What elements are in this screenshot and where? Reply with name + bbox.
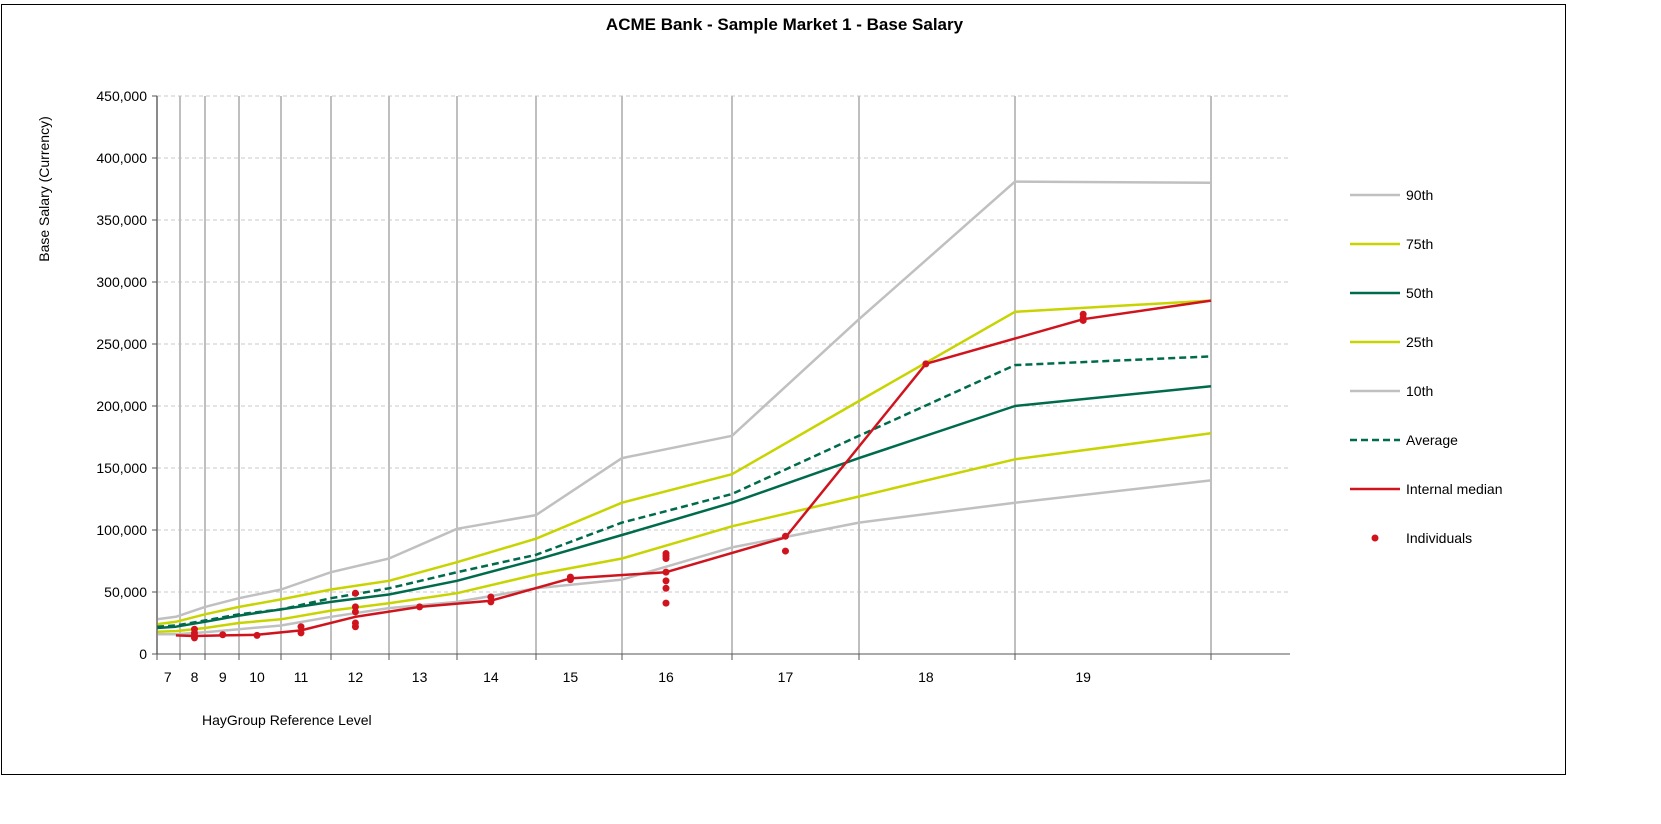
x-tick-label: 18	[918, 669, 934, 685]
y-axis-title: Base Salary (Currency)	[36, 116, 52, 262]
y-tick-label: 0	[139, 646, 147, 662]
chart-frame: ACME Bank - Sample Market 1 - Base Salar…	[1, 4, 1566, 775]
individual-point	[781, 532, 789, 540]
y-tick-label: 200,000	[96, 398, 147, 414]
individual-point	[781, 547, 789, 555]
x-tick-label: 14	[483, 669, 499, 685]
legend-item: 90th	[1350, 187, 1433, 203]
individual-point	[219, 631, 227, 639]
legend-label: 90th	[1406, 187, 1433, 203]
series-line-25th	[156, 432, 1212, 633]
x-tick-label: 16	[658, 669, 674, 685]
individual-point	[662, 577, 670, 585]
legend-item: Average	[1350, 432, 1458, 448]
x-tick-label: 11	[294, 669, 309, 685]
x-tick-label: 9	[219, 669, 227, 685]
individual-point	[487, 593, 495, 601]
legend-label: Individuals	[1406, 530, 1472, 546]
grid-layer	[156, 95, 1290, 654]
individual-point	[190, 625, 198, 633]
legend-label: 10th	[1406, 383, 1433, 399]
legend: 90th 75th 50th 25th 10th Average Internal medi…	[1350, 187, 1503, 546]
legend-item: Internal median	[1350, 481, 1503, 497]
chart-title: ACME Bank - Sample Market 1 - Base Salar…	[605, 15, 964, 34]
points-layer	[190, 310, 1087, 642]
y-tick-label: 400,000	[96, 150, 147, 166]
x-tick-label: 12	[348, 669, 364, 685]
individual-point	[351, 619, 359, 627]
individual-point	[566, 573, 574, 581]
individual-point	[922, 360, 930, 368]
individual-point	[662, 550, 670, 558]
y-tick-label: 50,000	[104, 584, 147, 600]
y-tick-label: 450,000	[96, 88, 147, 104]
individual-point	[416, 603, 424, 611]
individual-point	[1079, 310, 1087, 318]
individual-point	[662, 568, 670, 576]
y-tick-label: 250,000	[96, 336, 147, 352]
individual-point	[351, 608, 359, 616]
legend-label: 75th	[1406, 236, 1433, 252]
legend-label: Average	[1406, 432, 1458, 448]
y-tick-label: 300,000	[96, 274, 147, 290]
series-line-50th	[156, 384, 1212, 630]
series-line-internal-median	[175, 299, 1212, 638]
x-tick-label: 19	[1075, 669, 1091, 685]
legend-label: 25th	[1406, 334, 1433, 350]
chart-svg: 0 50,000 100,000 150,000 200,000 250,000 300,0…	[36, 88, 1503, 728]
series-line-average	[156, 355, 1212, 628]
y-tick-label: 350,000	[96, 212, 147, 228]
legend-item: 75th	[1350, 236, 1433, 252]
individual-point	[351, 589, 359, 597]
series-layer	[156, 180, 1212, 638]
x-tick-label: 17	[778, 669, 794, 685]
series-line-10th	[157, 479, 1212, 636]
series-line-90th	[156, 180, 1212, 621]
x-tick-label: 15	[563, 669, 579, 685]
individual-point	[253, 631, 261, 639]
legend-item: 50th	[1350, 285, 1433, 301]
legend-label: Internal median	[1406, 481, 1503, 497]
x-tick-label: 7	[164, 669, 172, 685]
series-line-75th	[156, 299, 1212, 626]
individual-point	[351, 603, 359, 611]
x-axis-title: HayGroup Reference Level	[202, 712, 372, 728]
x-tick-label: 8	[191, 669, 199, 685]
legend-swatch	[1371, 534, 1379, 542]
individual-point	[662, 599, 670, 607]
individual-point	[662, 584, 670, 592]
legend-item: 10th	[1350, 383, 1433, 399]
x-tick-label: 13	[412, 669, 428, 685]
y-tick-label: 150,000	[96, 460, 147, 476]
axis-layer: 0 50,000 100,000 150,000 200,000 250,000 300,0…	[96, 88, 1290, 685]
legend-label: 50th	[1406, 285, 1433, 301]
legend-item: Individuals	[1371, 530, 1472, 546]
individual-point	[297, 629, 305, 637]
y-tick-label: 100,000	[96, 522, 147, 538]
legend-item: 25th	[1350, 334, 1433, 350]
x-tick-label: 10	[249, 669, 265, 685]
individual-point	[487, 598, 495, 606]
individual-point	[297, 623, 305, 631]
